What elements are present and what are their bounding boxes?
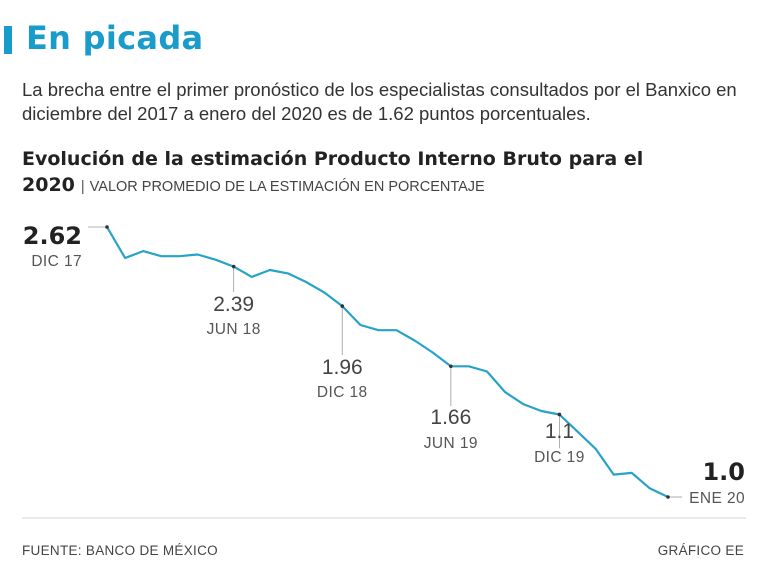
chart-subtitle-text: VALOR PROMEDIO DE LA ESTIMACIÓN EN PORCE… [89,179,485,195]
value-label: 1.66 [430,406,471,429]
subtitle-separator: | [80,179,85,195]
chart-subtitle: | VALOR PROMEDIO DE LA ESTIMACIÓN EN PORC… [81,179,485,195]
date-label: DIC 17 [31,253,82,270]
value-label: 2.62 [23,222,82,250]
chart-title: Evolución de la estimación Producto Inte… [22,146,752,200]
deck-text: La brecha entre el primer pronóstico de … [22,79,737,124]
data-point-marker [557,412,562,417]
headline: En picada [26,19,204,57]
graphic-credit: GRÁFICO EE [657,543,744,558]
data-point-marker [231,264,236,269]
date-label: DIC 18 [317,384,368,401]
value-label: 2.39 [213,293,254,316]
source-note: FUENTE: BANCO DE MÉXICO [22,543,218,558]
chart-title-text: Evolución de la estimación Producto Inte… [22,148,644,196]
value-label: 1.0 [702,458,745,486]
date-label: ENE 20 [689,490,745,507]
headline-accent-bar [4,26,12,54]
series-line [105,225,670,499]
data-point-marker [105,225,109,229]
data-point-marker [449,364,453,369]
data-point-marker [666,495,670,499]
value-label: 1.96 [322,356,363,379]
value-label: 1.1 [545,420,574,443]
data-point-marker [340,304,345,308]
date-label: DIC 19 [534,449,585,466]
date-label: JUN 19 [424,435,478,452]
date-label: JUN 18 [207,321,261,338]
